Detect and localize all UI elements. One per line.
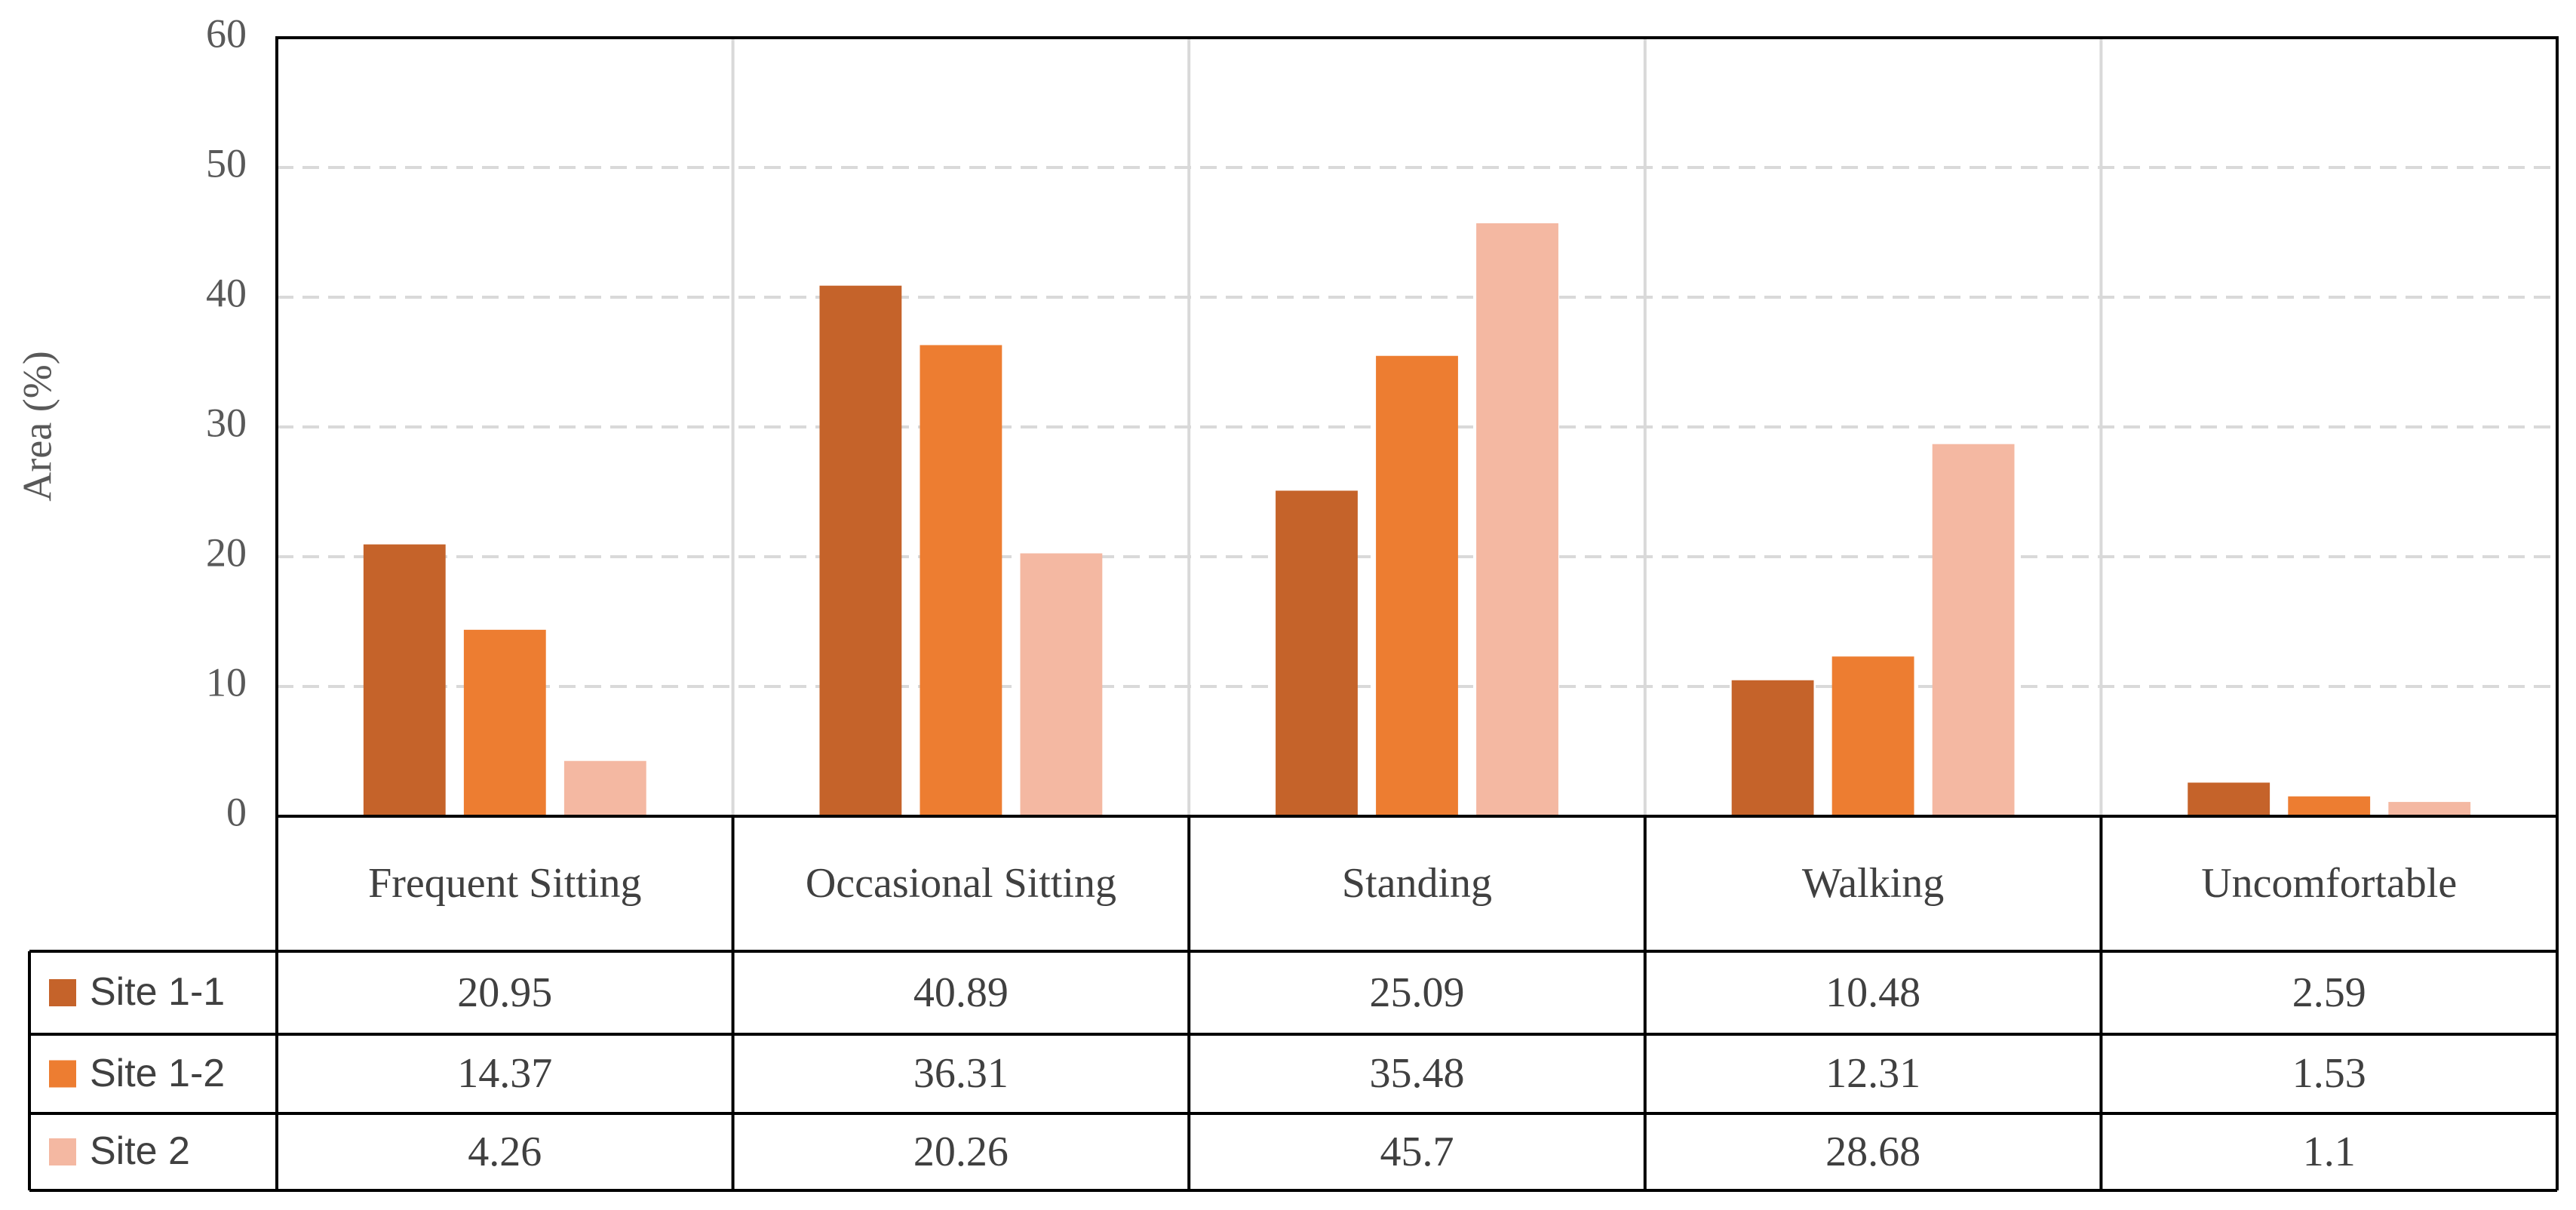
- table-value: 25.09: [1369, 969, 1465, 1016]
- table-value: 2.59: [2292, 969, 2366, 1016]
- y-tick-label: 40: [206, 270, 247, 315]
- table-value: 4.26: [468, 1128, 542, 1175]
- y-tick-label: 10: [206, 659, 247, 705]
- legend-label: Site 1-1: [90, 970, 226, 1015]
- legend-swatch: [49, 1138, 76, 1165]
- table-value: 45.7: [1380, 1128, 1454, 1175]
- bar: [1376, 355, 1458, 816]
- table-value: 28.68: [1825, 1128, 1921, 1175]
- category-label: Standing: [1341, 860, 1493, 908]
- y-tick-label: 20: [206, 530, 247, 575]
- table-value: 20.95: [457, 969, 553, 1016]
- bar: [463, 629, 546, 816]
- bar: [920, 345, 1002, 816]
- bar: [2288, 796, 2371, 816]
- bar: [1020, 553, 1103, 816]
- category-label: Occasional Sitting: [805, 860, 1116, 908]
- category-label: Frequent Sitting: [368, 860, 642, 908]
- legend-swatch: [49, 979, 76, 1006]
- bar: [1476, 223, 1558, 817]
- bar: [1932, 444, 2015, 816]
- category-label: Walking: [1801, 860, 1945, 908]
- bar: [1831, 656, 1914, 816]
- bar: [1276, 490, 1358, 816]
- bar: [2188, 782, 2271, 816]
- legend-swatch: [49, 1060, 76, 1088]
- bar: [2388, 802, 2471, 816]
- y-tick-label: 50: [206, 140, 247, 186]
- table-value: 20.26: [913, 1128, 1009, 1175]
- table-value: 40.89: [913, 969, 1009, 1016]
- table-value: 1.53: [2292, 1050, 2366, 1098]
- table-value: 12.31: [1825, 1050, 1921, 1098]
- table-value: 10.48: [1825, 969, 1921, 1016]
- table-value: 36.31: [913, 1050, 1009, 1098]
- legend-label: Site 1-2: [90, 1051, 226, 1095]
- table-value: 35.48: [1369, 1050, 1465, 1098]
- y-tick-label: 60: [206, 11, 247, 56]
- y-tick-label: 0: [226, 789, 247, 834]
- y-axis-label: Area (%): [14, 351, 60, 501]
- table-value: 1.1: [2302, 1128, 2356, 1175]
- legend-label: Site 2: [90, 1129, 190, 1174]
- bar: [563, 760, 646, 816]
- bar: [819, 285, 902, 816]
- bar: [1731, 680, 1814, 816]
- table-value: 14.37: [457, 1050, 553, 1098]
- bar: [363, 544, 446, 816]
- y-tick-label: 30: [206, 400, 247, 445]
- category-label: Uncomfortable: [2201, 860, 2458, 908]
